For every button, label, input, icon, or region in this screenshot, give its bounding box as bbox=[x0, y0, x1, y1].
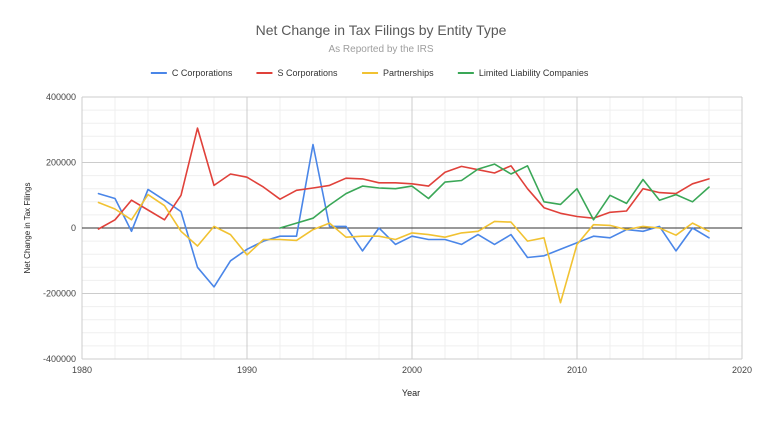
grid bbox=[81, 96, 743, 360]
x-tick-label: 2020 bbox=[732, 365, 752, 375]
y-tick-label: 0 bbox=[71, 223, 76, 233]
legend-label: Limited Liability Companies bbox=[479, 68, 589, 78]
legend-item: Limited Liability Companies bbox=[457, 68, 589, 78]
x-tick-label: 2010 bbox=[567, 365, 587, 375]
x-tick-label: 2000 bbox=[402, 365, 422, 375]
legend-item: Partnerships bbox=[362, 68, 434, 78]
legend-item: S Corporations bbox=[256, 68, 338, 78]
axes: 1980 1990 2000 2010 2020 -400000 -200000 0 20000… bbox=[43, 92, 752, 375]
y-tick-label: 400000 bbox=[46, 92, 76, 102]
y-tick-label: -400000 bbox=[43, 354, 76, 364]
legend-item: C Corporations bbox=[150, 68, 233, 78]
series-line-2 bbox=[97, 127, 710, 230]
series-line-1 bbox=[97, 143, 710, 288]
legend-label: C Corporations bbox=[172, 68, 233, 78]
x-axis-label: Year bbox=[402, 388, 420, 398]
series-line-3 bbox=[97, 193, 710, 304]
chart-title: Net Change in Tax Filings by Entity Type bbox=[256, 22, 507, 38]
series-line-4 bbox=[279, 163, 710, 229]
legend-label: Partnerships bbox=[383, 68, 434, 78]
y-tick-label: 200000 bbox=[46, 158, 76, 168]
legend-label: S Corporations bbox=[277, 68, 338, 78]
legend: C Corporations S Corporations Partnerships… bbox=[150, 68, 589, 78]
x-tick-label: 1980 bbox=[72, 365, 92, 375]
x-tick-label: 1990 bbox=[237, 365, 257, 375]
series-layer bbox=[97, 127, 710, 304]
chart-subtitle: As Reported by the IRS bbox=[328, 44, 433, 55]
y-axis-label: Net Change in Tax Filings bbox=[23, 182, 32, 273]
y-tick-label: -200000 bbox=[43, 289, 76, 299]
